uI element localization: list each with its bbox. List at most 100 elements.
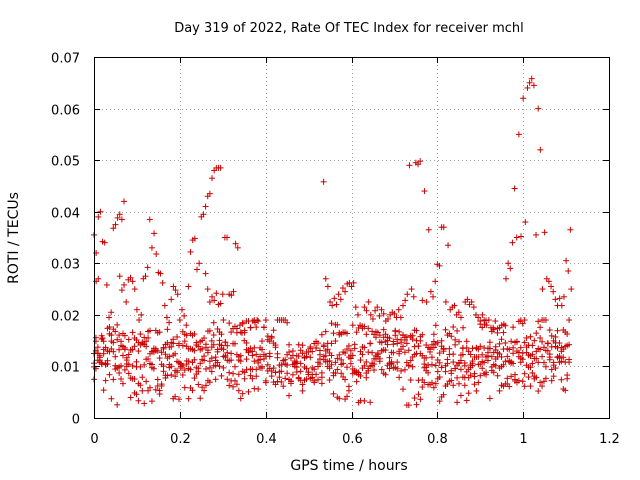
data-point	[322, 275, 329, 282]
data-point	[241, 375, 248, 382]
data-point	[309, 348, 316, 355]
data-point	[374, 329, 381, 336]
data-point	[339, 285, 346, 292]
data-point	[525, 374, 532, 381]
data-point	[195, 381, 202, 388]
data-point	[127, 274, 134, 281]
data-point	[286, 341, 293, 348]
data-point	[214, 325, 221, 332]
data-point	[324, 358, 331, 365]
data-point	[484, 349, 491, 356]
data-point	[461, 360, 468, 367]
data-point	[524, 84, 531, 91]
data-point	[454, 362, 461, 369]
data-point	[352, 304, 359, 311]
data-point	[380, 326, 387, 333]
data-point	[394, 365, 401, 372]
data-point	[361, 397, 368, 404]
data-point	[451, 302, 458, 309]
data-point	[187, 248, 194, 255]
data-point	[193, 339, 200, 346]
y-tick-label: 0.05	[51, 155, 80, 170]
data-point	[266, 353, 273, 360]
data-point	[172, 367, 179, 374]
data-point	[162, 374, 169, 381]
data-point	[110, 225, 117, 232]
data-point	[345, 342, 352, 349]
data-point	[154, 382, 161, 389]
data-point	[303, 353, 310, 360]
data-point	[159, 279, 166, 286]
data-point	[550, 288, 557, 295]
data-point	[494, 372, 501, 379]
data-point	[401, 349, 408, 356]
data-point	[239, 390, 246, 397]
data-point	[548, 377, 555, 384]
data-point	[104, 360, 111, 367]
data-point	[365, 367, 372, 374]
data-point	[470, 304, 477, 311]
data-point	[309, 374, 316, 381]
data-point	[164, 326, 171, 333]
data-point	[438, 337, 445, 344]
data-point	[222, 339, 229, 346]
data-point	[353, 378, 360, 385]
data-point	[121, 332, 128, 339]
data-point	[367, 363, 374, 370]
data-point	[349, 352, 356, 359]
data-point	[450, 351, 457, 358]
data-point	[369, 315, 376, 322]
data-point	[504, 375, 511, 382]
data-point	[214, 348, 221, 355]
data-point	[110, 376, 117, 383]
data-point	[436, 350, 443, 357]
data-point	[197, 360, 204, 367]
data-point	[365, 325, 372, 332]
data-point	[378, 306, 385, 313]
data-point	[340, 360, 347, 367]
data-point	[365, 298, 372, 305]
data-point	[409, 363, 416, 370]
data-point	[568, 286, 575, 293]
data-point	[106, 314, 113, 321]
data-point	[274, 378, 281, 385]
data-point	[228, 357, 235, 364]
data-point	[540, 359, 547, 366]
data-point	[533, 231, 540, 238]
x-tick-label: 0.6	[342, 432, 363, 447]
data-point	[214, 359, 221, 366]
data-point	[560, 293, 567, 300]
data-point	[442, 298, 449, 305]
data-point	[196, 260, 203, 267]
y-tick-label: 0.01	[51, 361, 80, 376]
data-point	[350, 279, 357, 286]
data-point	[247, 372, 254, 379]
data-point	[544, 340, 551, 347]
data-point	[189, 359, 196, 366]
data-point	[315, 359, 322, 366]
data-point	[415, 391, 422, 398]
data-point	[531, 373, 538, 380]
data-point	[450, 323, 457, 330]
data-point	[342, 288, 349, 295]
data-point	[398, 346, 405, 353]
data-point	[148, 364, 155, 371]
data-point	[125, 351, 132, 358]
x-tick-label: 0.4	[256, 432, 277, 447]
data-point	[357, 357, 364, 364]
data-point	[542, 363, 549, 370]
data-point	[243, 339, 250, 346]
data-point	[329, 302, 336, 309]
data-point	[363, 331, 370, 338]
data-point	[533, 355, 540, 362]
data-point	[230, 370, 237, 377]
data-point	[527, 333, 534, 340]
data-point	[419, 297, 426, 304]
data-point	[372, 307, 379, 314]
data-point	[174, 358, 181, 365]
data-point	[386, 365, 393, 372]
data-point	[407, 357, 414, 364]
data-point	[266, 338, 273, 345]
data-point	[496, 387, 503, 394]
data-point	[255, 359, 262, 366]
